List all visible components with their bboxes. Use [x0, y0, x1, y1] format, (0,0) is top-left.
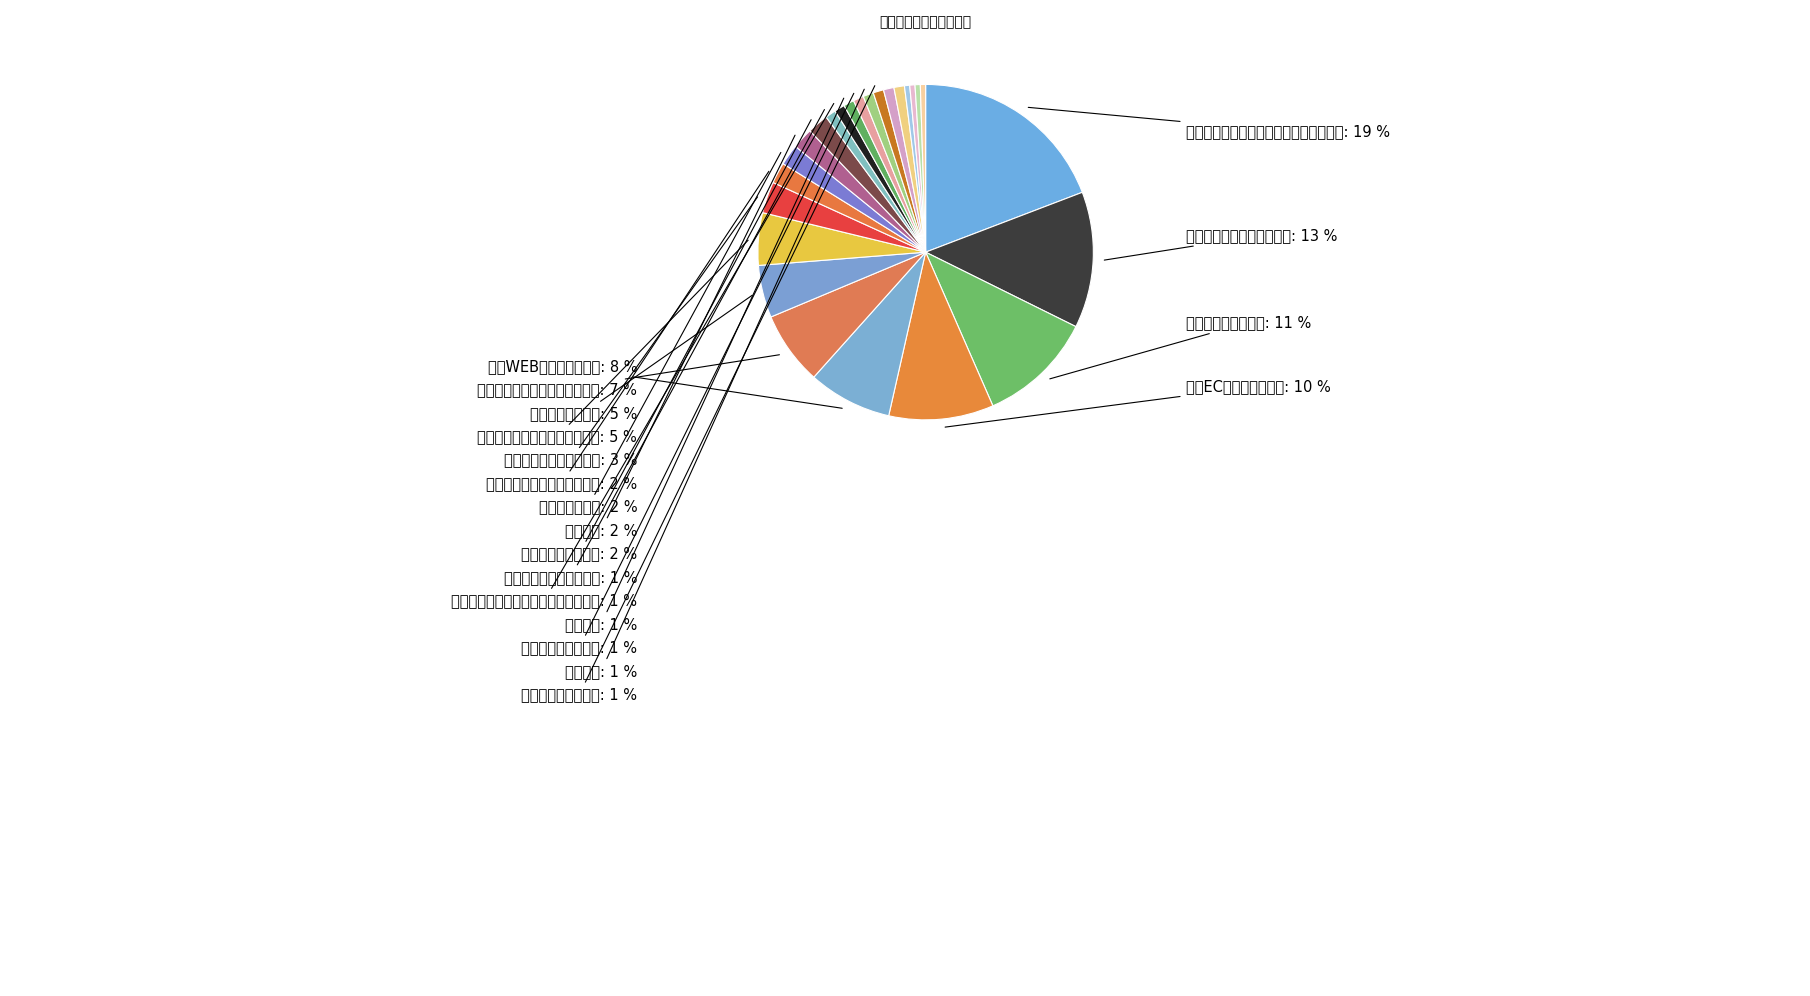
Wedge shape: [916, 85, 925, 252]
Wedge shape: [925, 192, 1093, 327]
Wedge shape: [773, 163, 925, 252]
Wedge shape: [762, 182, 925, 252]
Wedge shape: [834, 106, 925, 252]
Text: 海外広告プロモーション: 3 %: 海外広告プロモーション: 3 %: [503, 197, 758, 468]
Text: 海外市場調査・マーケティング: 7 %: 海外市場調査・マーケティング: 7 %: [478, 355, 780, 397]
Wedge shape: [795, 130, 925, 252]
Wedge shape: [872, 90, 925, 252]
Wedge shape: [809, 118, 925, 252]
Text: 海外進出戦略・事業計画立案: 2 %: 海外進出戦略・事業計画立案: 2 %: [487, 171, 769, 491]
Text: 海外WEBプロモーション: 8 %: 海外WEBプロモーション: 8 %: [487, 359, 842, 408]
Wedge shape: [758, 212, 925, 266]
Text: 海外テストマーケティング・簡易調査: 1 %: 海外テストマーケティング・簡易調査: 1 %: [451, 104, 834, 609]
Wedge shape: [814, 252, 925, 415]
Wedge shape: [863, 93, 925, 252]
Wedge shape: [771, 252, 925, 377]
Title: 相談内容別割合（中国）: 相談内容別割合（中国）: [880, 15, 972, 29]
Text: 現地物流: 1 %: 現地物流: 1 %: [565, 90, 863, 679]
Text: 海外進出コンサルティング: 13 %: 海外進出コンサルティング: 13 %: [1104, 228, 1338, 260]
Text: 企業調査・与信調査: 1 %: 企業調査・与信調査: 1 %: [521, 86, 874, 702]
Wedge shape: [843, 101, 925, 252]
Wedge shape: [889, 252, 994, 420]
Wedge shape: [854, 97, 925, 252]
Text: 海外進出総合支援: 5 %: 海外進出総合支援: 5 %: [530, 295, 753, 420]
Wedge shape: [910, 85, 925, 252]
Wedge shape: [758, 252, 925, 317]
Text: 海外送金: 1 %: 海外送金: 1 %: [565, 99, 843, 632]
Wedge shape: [925, 252, 1075, 405]
Wedge shape: [825, 112, 925, 252]
Wedge shape: [883, 88, 925, 252]
Text: 海外会社設立・登記代行: 1 %: 海外会社設立・登記代行: 1 %: [503, 110, 824, 585]
Wedge shape: [925, 85, 1082, 252]
Text: 海外税務・会計: 2 %: 海外税務・会計: 2 %: [539, 152, 780, 515]
Text: 海外資材・材料調達: 1 %: 海外資材・材料調達: 1 %: [521, 94, 854, 655]
Wedge shape: [894, 86, 925, 252]
Text: 海外ECモール出品代行: 10 %: 海外ECモール出品代行: 10 %: [945, 378, 1330, 427]
Text: 輸出入・貿易・通関: 11 %: 輸出入・貿易・通関: 11 %: [1050, 315, 1310, 378]
Wedge shape: [905, 86, 925, 252]
Text: 海外製造委託先探し: 2 %: 海外製造委託先探し: 2 %: [521, 120, 811, 562]
Wedge shape: [784, 146, 925, 252]
Text: ソーシャルメディアで海外展開: 5 %: ソーシャルメディアで海外展開: 5 %: [478, 240, 748, 444]
Wedge shape: [919, 85, 925, 252]
Text: 海外法務: 2 %: 海外法務: 2 %: [565, 135, 795, 538]
Text: 販路拡大（営業代行・販売代理店探し）: 19 %: 販路拡大（営業代行・販売代理店探し）: 19 %: [1028, 108, 1390, 138]
